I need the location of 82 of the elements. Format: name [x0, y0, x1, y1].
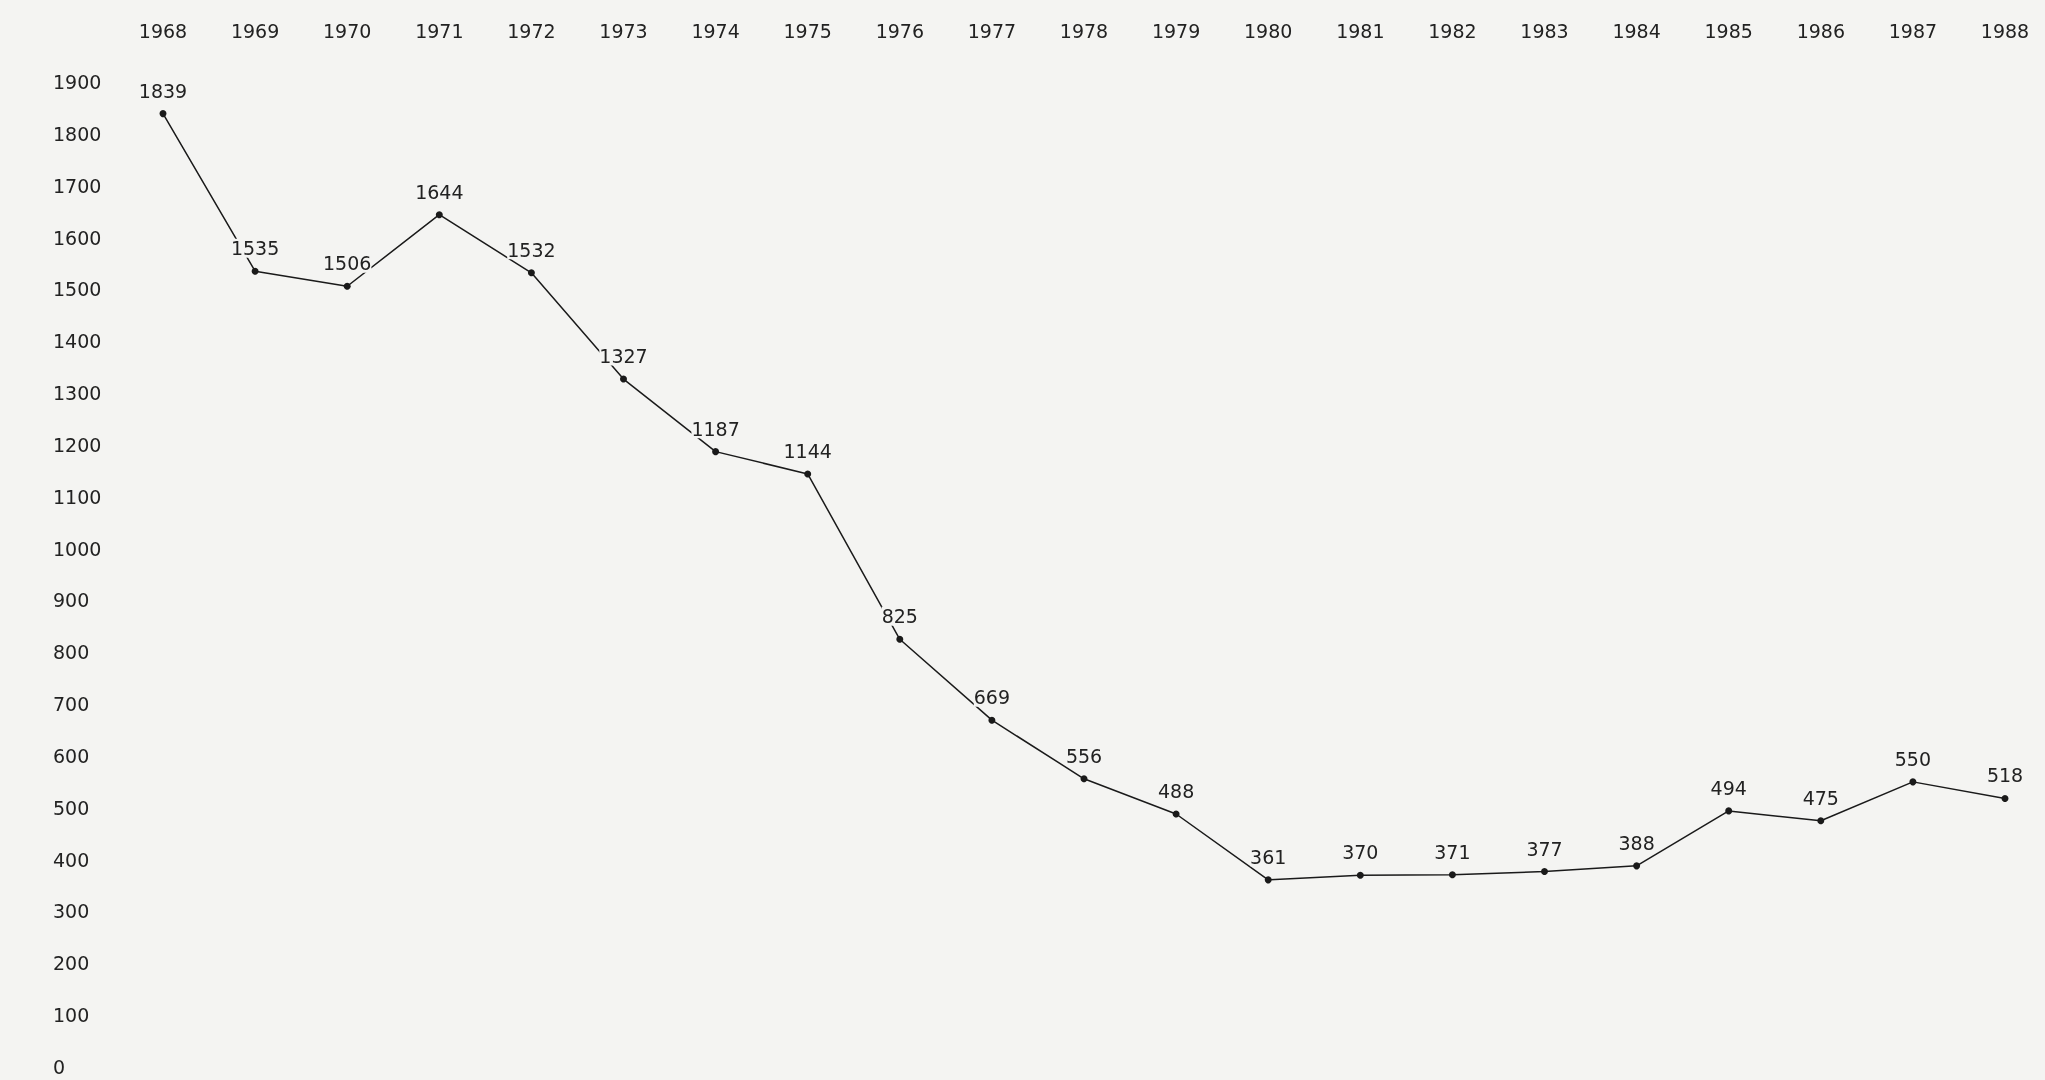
y-tick-label: 1000 — [53, 537, 102, 560]
point — [1080, 775, 1088, 783]
y-tick-label: 200 — [53, 952, 90, 975]
y-tick-label: 1900 — [53, 71, 102, 93]
point — [1448, 871, 1456, 879]
y-tick-label: 300 — [53, 900, 90, 923]
data-label: 377 — [1526, 837, 1563, 860]
x-tick-label: 1981 — [1336, 19, 1385, 42]
point — [1817, 817, 1825, 825]
point — [527, 269, 535, 277]
data-label: 388 — [1618, 831, 1655, 854]
x-tick-label: 1968 — [138, 19, 188, 42]
data-label: 518 — [1986, 764, 2024, 787]
data-label: 556 — [1065, 744, 1103, 767]
data-label: 1644 — [415, 180, 464, 203]
data-label: 361 — [1250, 845, 1287, 868]
x-tick-label: 1969 — [230, 19, 280, 42]
x-tick-label: 1977 — [967, 19, 1017, 42]
y-tick-label: 500 — [53, 796, 90, 819]
point — [712, 448, 720, 456]
point — [1541, 868, 1548, 876]
data-label: 494 — [1710, 776, 1747, 799]
y-tick-label: 800 — [53, 641, 90, 664]
x-tick-label: 1978 — [1059, 19, 1109, 42]
x-tick-label: 1982 — [1428, 19, 1477, 42]
data-label: 669 — [973, 686, 1011, 709]
y-tick-label: 0 — [53, 1056, 66, 1078]
x-tick-label: 1975 — [783, 19, 832, 42]
data-label: 370 — [1342, 841, 1379, 864]
point — [1633, 862, 1641, 870]
point — [2001, 794, 2009, 802]
x-tick-label: 1986 — [1796, 19, 1845, 42]
point — [1725, 807, 1733, 815]
y-tick-label: 600 — [53, 744, 90, 767]
x-tick-label: 1973 — [599, 19, 648, 42]
data-label: 488 — [1157, 780, 1195, 803]
point — [343, 282, 351, 290]
x-tick-label: 1983 — [1520, 19, 1569, 42]
data-label: 1187 — [691, 417, 740, 440]
x-tick-label: 1970 — [323, 19, 372, 42]
x-tick-label: 1980 — [1244, 19, 1293, 42]
y-tick-label: 1700 — [53, 174, 102, 197]
data-label: 1839 — [138, 79, 188, 102]
point — [1356, 871, 1364, 879]
x-tick-label: 1971 — [415, 19, 464, 42]
y-tick-label: 900 — [53, 589, 90, 612]
data-label: 1144 — [783, 439, 832, 462]
y-tick-label: 700 — [53, 693, 90, 716]
point — [988, 716, 996, 724]
y-tick-label: 1100 — [53, 485, 102, 508]
point — [620, 375, 627, 383]
x-tick-label: 1976 — [875, 19, 924, 42]
x-tick-label: 1979 — [1151, 19, 1201, 42]
point — [1909, 778, 1917, 786]
y-tick-label: 100 — [53, 1004, 90, 1027]
x-tick-label: 1987 — [1888, 19, 1938, 42]
point — [251, 267, 259, 275]
y-tick-label: 1300 — [53, 382, 102, 405]
x-tick-label: 1984 — [1612, 19, 1661, 42]
y-tick-label: 1800 — [53, 122, 102, 145]
y-tick-label: 1400 — [53, 330, 102, 353]
data-label: 1327 — [599, 345, 648, 368]
point — [896, 635, 904, 643]
data-label: 1532 — [507, 238, 556, 261]
data-label: 550 — [1894, 747, 1932, 770]
x-tick-label: 1974 — [691, 19, 740, 42]
data-label: 371 — [1434, 840, 1471, 863]
data-label: 825 — [881, 605, 918, 628]
point — [159, 110, 167, 118]
data-label: 475 — [1802, 786, 1839, 809]
y-tick-label: 1600 — [53, 226, 102, 249]
y-tick-label: 400 — [53, 848, 90, 871]
point — [1264, 876, 1272, 884]
point — [804, 470, 812, 478]
data-label: 1506 — [323, 252, 372, 275]
x-tick-label: 1985 — [1704, 19, 1753, 42]
x-tick-label: 1972 — [507, 19, 556, 42]
x-tick-label: 1988 — [1980, 19, 2030, 42]
data-label: 1535 — [230, 237, 280, 260]
y-tick-label: 1500 — [53, 278, 102, 301]
point — [435, 211, 443, 219]
y-tick-label: 1200 — [53, 433, 102, 456]
